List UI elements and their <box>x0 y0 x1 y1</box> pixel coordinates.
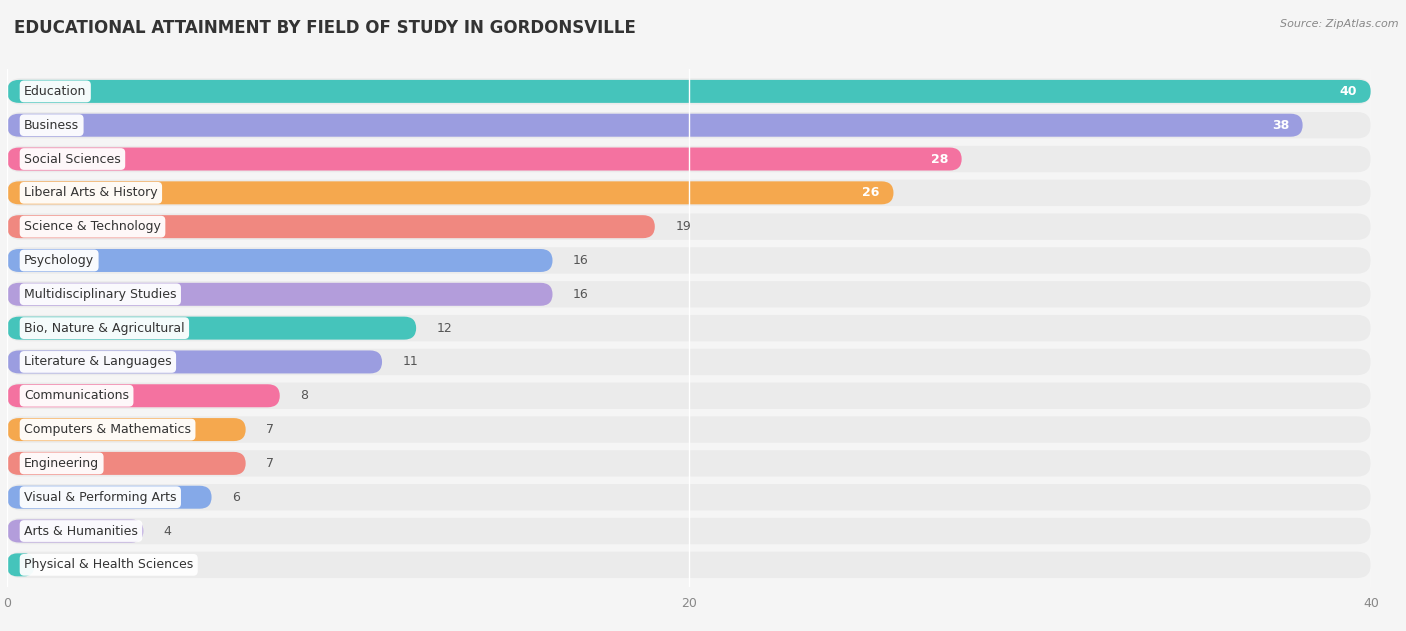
Text: 38: 38 <box>1272 119 1289 132</box>
FancyBboxPatch shape <box>7 553 34 576</box>
Text: 0: 0 <box>48 558 56 571</box>
FancyBboxPatch shape <box>7 112 1371 138</box>
FancyBboxPatch shape <box>7 519 143 543</box>
Text: Arts & Humanities: Arts & Humanities <box>24 524 138 538</box>
Text: Visual & Performing Arts: Visual & Performing Arts <box>24 491 177 504</box>
FancyBboxPatch shape <box>7 80 1371 103</box>
FancyBboxPatch shape <box>7 78 1371 105</box>
FancyBboxPatch shape <box>7 247 1371 274</box>
FancyBboxPatch shape <box>7 484 1371 510</box>
FancyBboxPatch shape <box>7 350 382 374</box>
FancyBboxPatch shape <box>7 518 1371 544</box>
FancyBboxPatch shape <box>7 486 212 509</box>
FancyBboxPatch shape <box>7 418 246 441</box>
Text: Source: ZipAtlas.com: Source: ZipAtlas.com <box>1281 19 1399 29</box>
FancyBboxPatch shape <box>7 315 1371 341</box>
Text: 4: 4 <box>165 524 172 538</box>
Text: 7: 7 <box>266 423 274 436</box>
Text: 16: 16 <box>574 288 589 301</box>
Text: 16: 16 <box>574 254 589 267</box>
FancyBboxPatch shape <box>7 349 1371 375</box>
Text: 26: 26 <box>862 186 880 199</box>
Text: Social Sciences: Social Sciences <box>24 153 121 165</box>
Text: Psychology: Psychology <box>24 254 94 267</box>
Text: Literature & Languages: Literature & Languages <box>24 355 172 369</box>
FancyBboxPatch shape <box>7 416 1371 443</box>
Text: Physical & Health Sciences: Physical & Health Sciences <box>24 558 194 571</box>
Text: 7: 7 <box>266 457 274 470</box>
FancyBboxPatch shape <box>7 148 962 170</box>
FancyBboxPatch shape <box>7 213 1371 240</box>
Text: 8: 8 <box>301 389 308 402</box>
FancyBboxPatch shape <box>7 281 1371 307</box>
FancyBboxPatch shape <box>7 215 655 238</box>
Text: 40: 40 <box>1340 85 1357 98</box>
FancyBboxPatch shape <box>7 551 1371 578</box>
Text: 11: 11 <box>402 355 419 369</box>
FancyBboxPatch shape <box>7 384 280 407</box>
Text: 6: 6 <box>232 491 240 504</box>
Text: EDUCATIONAL ATTAINMENT BY FIELD OF STUDY IN GORDONSVILLE: EDUCATIONAL ATTAINMENT BY FIELD OF STUDY… <box>14 19 636 37</box>
FancyBboxPatch shape <box>7 181 894 204</box>
FancyBboxPatch shape <box>7 114 1303 137</box>
Text: Bio, Nature & Agricultural: Bio, Nature & Agricultural <box>24 322 184 334</box>
Text: Education: Education <box>24 85 86 98</box>
FancyBboxPatch shape <box>7 450 1371 476</box>
FancyBboxPatch shape <box>7 283 553 306</box>
FancyBboxPatch shape <box>7 180 1371 206</box>
Text: Multidisciplinary Studies: Multidisciplinary Studies <box>24 288 177 301</box>
Text: 19: 19 <box>675 220 692 233</box>
Text: Communications: Communications <box>24 389 129 402</box>
FancyBboxPatch shape <box>7 146 1371 172</box>
Text: Science & Technology: Science & Technology <box>24 220 160 233</box>
FancyBboxPatch shape <box>7 249 553 272</box>
Text: 28: 28 <box>931 153 948 165</box>
Text: Liberal Arts & History: Liberal Arts & History <box>24 186 157 199</box>
Text: Engineering: Engineering <box>24 457 100 470</box>
FancyBboxPatch shape <box>7 317 416 339</box>
Text: Computers & Mathematics: Computers & Mathematics <box>24 423 191 436</box>
FancyBboxPatch shape <box>7 382 1371 409</box>
FancyBboxPatch shape <box>7 452 246 475</box>
Text: Business: Business <box>24 119 79 132</box>
Text: 12: 12 <box>437 322 453 334</box>
